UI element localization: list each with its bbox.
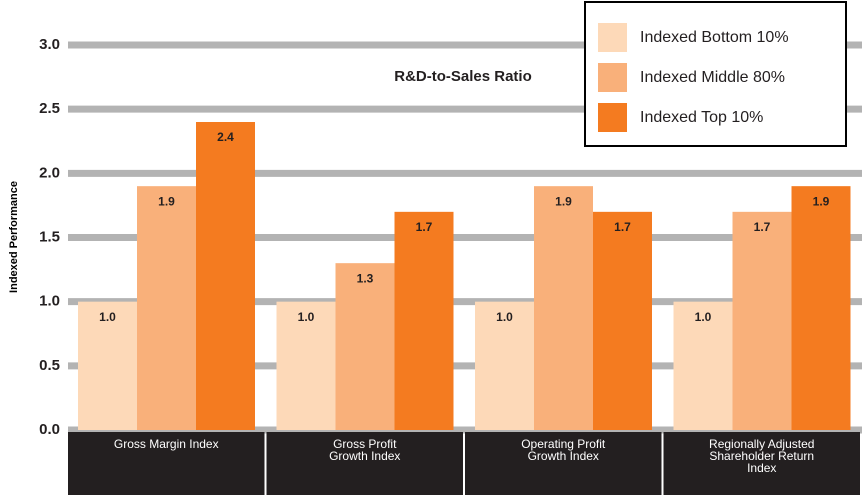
bar bbox=[475, 301, 534, 430]
bar bbox=[673, 301, 733, 430]
y-axis-label: Indexed Performance bbox=[8, 181, 20, 293]
bar bbox=[791, 186, 851, 430]
legend-swatch bbox=[598, 103, 627, 132]
legend-label: Indexed Top 10% bbox=[640, 109, 763, 126]
data-label: 1.9 bbox=[158, 194, 175, 208]
data-label: 1.0 bbox=[695, 310, 712, 324]
legend-box bbox=[584, 1, 847, 147]
bar bbox=[534, 186, 593, 430]
legend-label: Indexed Middle 80% bbox=[640, 69, 785, 86]
bar bbox=[732, 211, 792, 430]
data-label: 1.7 bbox=[416, 220, 433, 234]
y-tick-label: 3.0 bbox=[39, 36, 60, 53]
bar bbox=[78, 301, 137, 430]
data-label: 1.0 bbox=[99, 310, 116, 324]
bar bbox=[335, 263, 395, 430]
y-tick-label: 1.5 bbox=[39, 228, 60, 245]
bar bbox=[196, 122, 255, 430]
bar bbox=[137, 186, 196, 430]
category-box bbox=[663, 432, 860, 495]
data-label: 1.0 bbox=[298, 310, 315, 324]
bar bbox=[276, 301, 336, 430]
data-label: 1.7 bbox=[614, 220, 631, 234]
category-box bbox=[465, 432, 662, 495]
bar bbox=[593, 211, 652, 430]
x-tick-label: Regionally Adjusted Shareholder Return I… bbox=[709, 437, 815, 475]
data-label: 2.4 bbox=[217, 130, 234, 144]
bar bbox=[394, 211, 454, 430]
data-label: 1.7 bbox=[754, 220, 771, 234]
legend-swatch bbox=[598, 23, 627, 52]
y-tick-label: 0.0 bbox=[39, 421, 60, 438]
y-tick-label: 0.5 bbox=[39, 357, 60, 374]
x-tick-label: Gross Profit Growth Index bbox=[329, 437, 401, 463]
data-label: 1.9 bbox=[555, 194, 572, 208]
chart-title: R&D-to-Sales Ratio bbox=[394, 68, 532, 85]
y-tick-label: 2.5 bbox=[39, 100, 60, 117]
legend-label: Indexed Bottom 10% bbox=[640, 29, 789, 46]
category-box bbox=[68, 432, 265, 495]
x-tick-label: Operating Profit Growth Index bbox=[521, 437, 606, 463]
legend-swatch bbox=[598, 63, 627, 92]
x-tick-label: Gross Margin Index bbox=[113, 437, 219, 451]
data-label: 1.0 bbox=[496, 310, 513, 324]
data-label: 1.9 bbox=[813, 194, 830, 208]
y-tick-label: 2.0 bbox=[39, 164, 60, 181]
data-label: 1.3 bbox=[357, 271, 374, 285]
category-box bbox=[266, 432, 463, 495]
y-tick-label: 1.0 bbox=[39, 293, 60, 310]
